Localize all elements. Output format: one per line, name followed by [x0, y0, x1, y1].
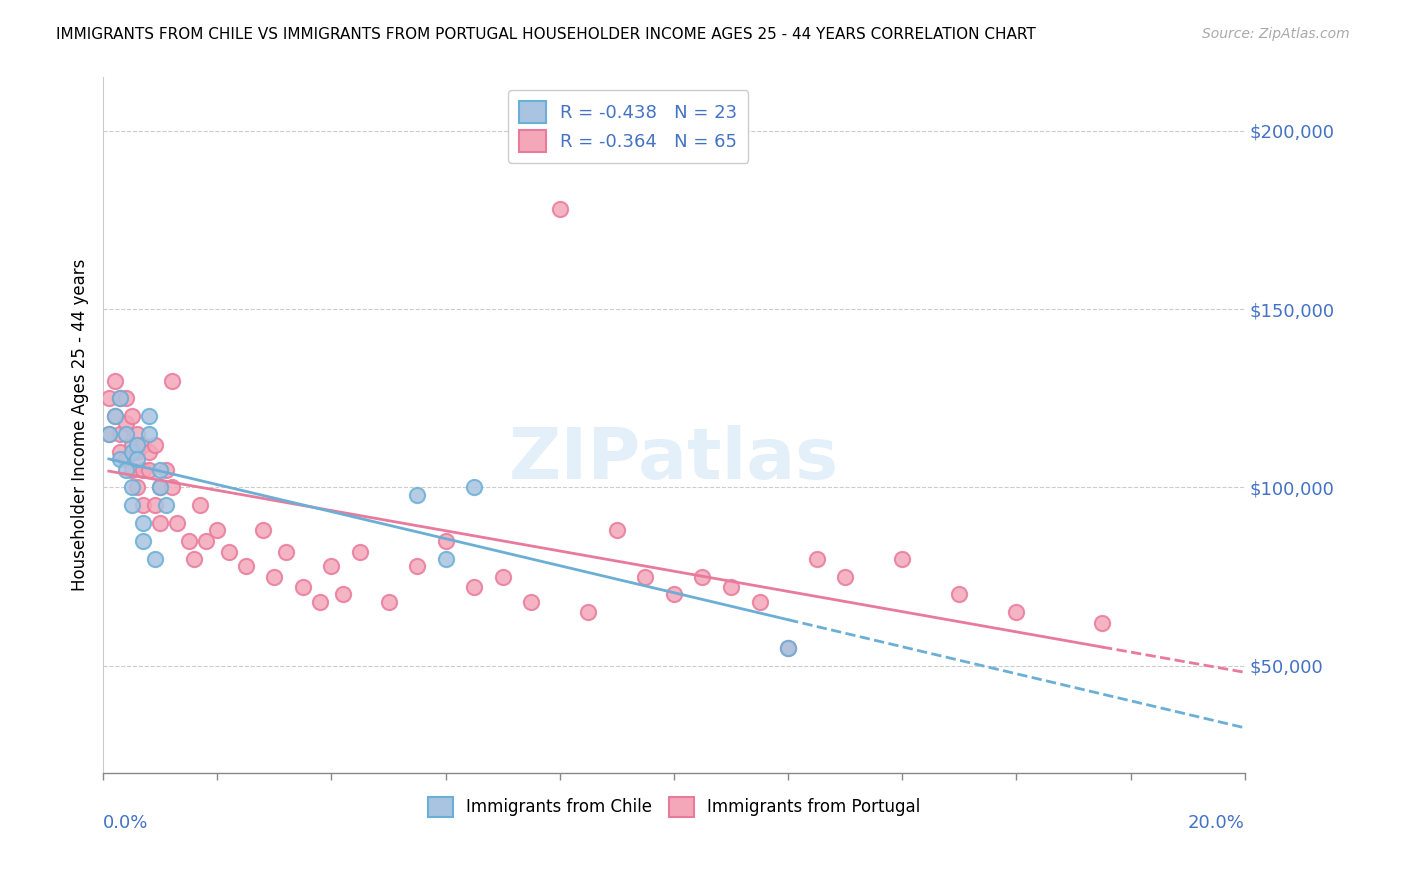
- Point: [121, 438, 143, 452]
- Text: ZIPatlas: ZIPatlas: [509, 425, 839, 494]
- Point: [194, 533, 217, 548]
- Point: [434, 533, 457, 548]
- Legend: Immigrants from Chile, Immigrants from Portugal: Immigrants from Chile, Immigrants from P…: [418, 787, 931, 827]
- Y-axis label: Householder Income Ages 25 - 44 years: Householder Income Ages 25 - 44 years: [72, 259, 89, 591]
- Point: [121, 409, 143, 424]
- Point: [121, 481, 143, 495]
- Point: [406, 558, 429, 573]
- Point: [138, 445, 160, 459]
- Point: [332, 587, 354, 601]
- Point: [132, 516, 155, 530]
- Point: [155, 498, 177, 512]
- Point: [576, 605, 599, 619]
- Point: [110, 392, 132, 406]
- Point: [155, 463, 177, 477]
- Point: [149, 481, 172, 495]
- Point: [149, 463, 172, 477]
- Point: [263, 569, 285, 583]
- Point: [138, 463, 160, 477]
- Point: [834, 569, 856, 583]
- Point: [110, 445, 132, 459]
- Text: IMMIGRANTS FROM CHILE VS IMMIGRANTS FROM PORTUGAL HOUSEHOLDER INCOME AGES 25 - 4: IMMIGRANTS FROM CHILE VS IMMIGRANTS FROM…: [56, 27, 1036, 42]
- Point: [291, 580, 314, 594]
- Point: [321, 558, 343, 573]
- Point: [188, 498, 211, 512]
- Point: [115, 463, 138, 477]
- Point: [252, 523, 274, 537]
- Point: [143, 438, 166, 452]
- Point: [132, 438, 155, 452]
- Point: [166, 516, 188, 530]
- Point: [115, 392, 138, 406]
- Point: [149, 516, 172, 530]
- Point: [160, 481, 183, 495]
- Point: [948, 587, 970, 601]
- Point: [115, 417, 138, 431]
- Point: [183, 551, 205, 566]
- Point: [110, 392, 132, 406]
- Point: [606, 523, 628, 537]
- Point: [463, 481, 485, 495]
- Point: [377, 594, 399, 608]
- Point: [434, 551, 457, 566]
- Point: [121, 463, 143, 477]
- Point: [110, 427, 132, 442]
- Point: [274, 544, 297, 558]
- Point: [778, 640, 800, 655]
- Point: [748, 594, 770, 608]
- Point: [806, 551, 828, 566]
- Point: [207, 523, 229, 537]
- Point: [97, 392, 120, 406]
- Point: [309, 594, 332, 608]
- Point: [548, 202, 571, 217]
- Point: [115, 427, 138, 442]
- Text: 20.0%: 20.0%: [1188, 814, 1244, 832]
- Point: [143, 498, 166, 512]
- Point: [406, 488, 429, 502]
- Point: [127, 427, 149, 442]
- Point: [349, 544, 371, 558]
- Point: [143, 551, 166, 566]
- Point: [127, 438, 149, 452]
- Point: [127, 452, 149, 467]
- Text: Source: ZipAtlas.com: Source: ZipAtlas.com: [1202, 27, 1350, 41]
- Point: [138, 427, 160, 442]
- Point: [97, 427, 120, 442]
- Point: [891, 551, 914, 566]
- Point: [97, 427, 120, 442]
- Point: [103, 409, 125, 424]
- Point: [132, 533, 155, 548]
- Point: [634, 569, 657, 583]
- Point: [662, 587, 685, 601]
- Point: [778, 640, 800, 655]
- Text: 0.0%: 0.0%: [103, 814, 149, 832]
- Point: [492, 569, 515, 583]
- Point: [132, 498, 155, 512]
- Point: [160, 374, 183, 388]
- Point: [1005, 605, 1028, 619]
- Point: [463, 580, 485, 594]
- Point: [520, 594, 543, 608]
- Point: [218, 544, 240, 558]
- Point: [235, 558, 257, 573]
- Point: [720, 580, 742, 594]
- Point: [132, 463, 155, 477]
- Point: [103, 409, 125, 424]
- Point: [1091, 615, 1114, 630]
- Point: [149, 481, 172, 495]
- Point: [127, 481, 149, 495]
- Point: [103, 374, 125, 388]
- Point: [115, 452, 138, 467]
- Point: [121, 498, 143, 512]
- Point: [138, 409, 160, 424]
- Point: [121, 445, 143, 459]
- Point: [177, 533, 200, 548]
- Point: [692, 569, 714, 583]
- Point: [127, 445, 149, 459]
- Point: [110, 452, 132, 467]
